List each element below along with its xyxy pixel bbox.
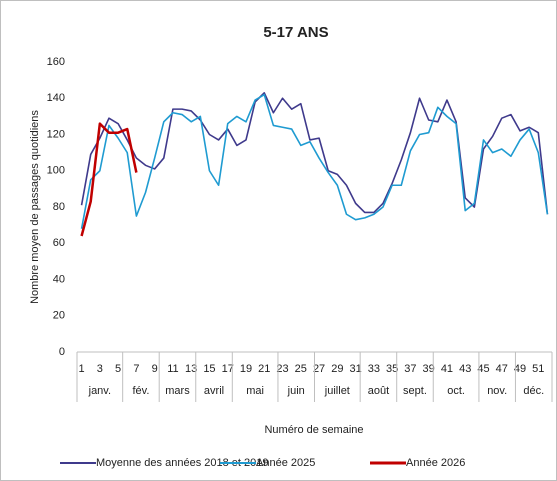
- month-label: oct.: [447, 385, 465, 397]
- month-label: déc.: [523, 385, 544, 397]
- y-axis-title: Nombre moyen de passages quotidiens: [29, 110, 41, 304]
- month-label: sept.: [403, 385, 427, 397]
- x-tick-label: 11: [167, 363, 178, 375]
- month-label: nov.: [487, 385, 507, 397]
- month-label: juin: [287, 385, 305, 397]
- x-tick-label: 29: [331, 363, 343, 375]
- y-tick-label: 0: [59, 346, 65, 358]
- x-tick-label: 15: [203, 363, 215, 375]
- x-tick-label: 25: [295, 363, 307, 375]
- y-tick-label: 120: [47, 128, 65, 140]
- x-tick-label: 3: [97, 363, 103, 375]
- month-label: juillet: [324, 385, 350, 397]
- legend-label: Année 2025: [256, 457, 315, 469]
- x-tick-label: 31: [349, 363, 361, 375]
- x-tick-label: 1: [79, 363, 85, 375]
- x-tick-label: 5: [115, 363, 121, 375]
- x-tick-label: 41: [441, 363, 453, 375]
- y-tick-label: 20: [53, 310, 65, 322]
- y-tick-label: 140: [47, 92, 65, 104]
- legend-label: Année 2026: [406, 457, 465, 469]
- x-tick-label: 19: [240, 363, 252, 375]
- x-tick-label: 49: [514, 363, 526, 375]
- x-tick-label: 17: [222, 363, 234, 375]
- month-label: janv.: [88, 385, 111, 397]
- month-label: mars: [165, 385, 190, 397]
- x-tick-label: 51: [532, 363, 544, 375]
- x-tick-label: 37: [404, 363, 416, 375]
- x-tick-label: 45: [477, 363, 489, 375]
- legend-label: Moyenne des années 2018 et 2019: [96, 457, 268, 469]
- series-line: [80, 92, 549, 215]
- x-tick-label: 35: [386, 363, 398, 375]
- month-label: fév.: [132, 385, 149, 397]
- x-tick-label: 39: [423, 363, 435, 375]
- month-label: mai: [246, 385, 264, 397]
- x-tick-label: 9: [152, 363, 158, 375]
- series-line: [80, 122, 138, 237]
- x-tick-label: 21: [258, 363, 270, 375]
- month-label: avril: [204, 385, 224, 397]
- y-tick-label: 80: [53, 201, 65, 213]
- y-tick-label: 60: [53, 237, 65, 249]
- y-tick-label: 160: [47, 56, 65, 68]
- y-tick-label: 100: [47, 165, 65, 177]
- x-tick-label: 27: [313, 363, 325, 375]
- month-label: août: [368, 385, 389, 397]
- series-line: [80, 93, 549, 229]
- x-tick-label: 7: [133, 363, 139, 375]
- y-tick-label: 40: [53, 273, 65, 285]
- x-tick-label: 47: [496, 363, 508, 375]
- x-tick-label: 33: [368, 363, 380, 375]
- x-tick-label: 43: [459, 363, 471, 375]
- x-tick-label: 13: [185, 363, 197, 375]
- x-tick-label: 23: [276, 363, 288, 375]
- x-axis-title: Numéro de semaine: [264, 424, 363, 436]
- chart-title: 5-17 ANS: [263, 24, 328, 41]
